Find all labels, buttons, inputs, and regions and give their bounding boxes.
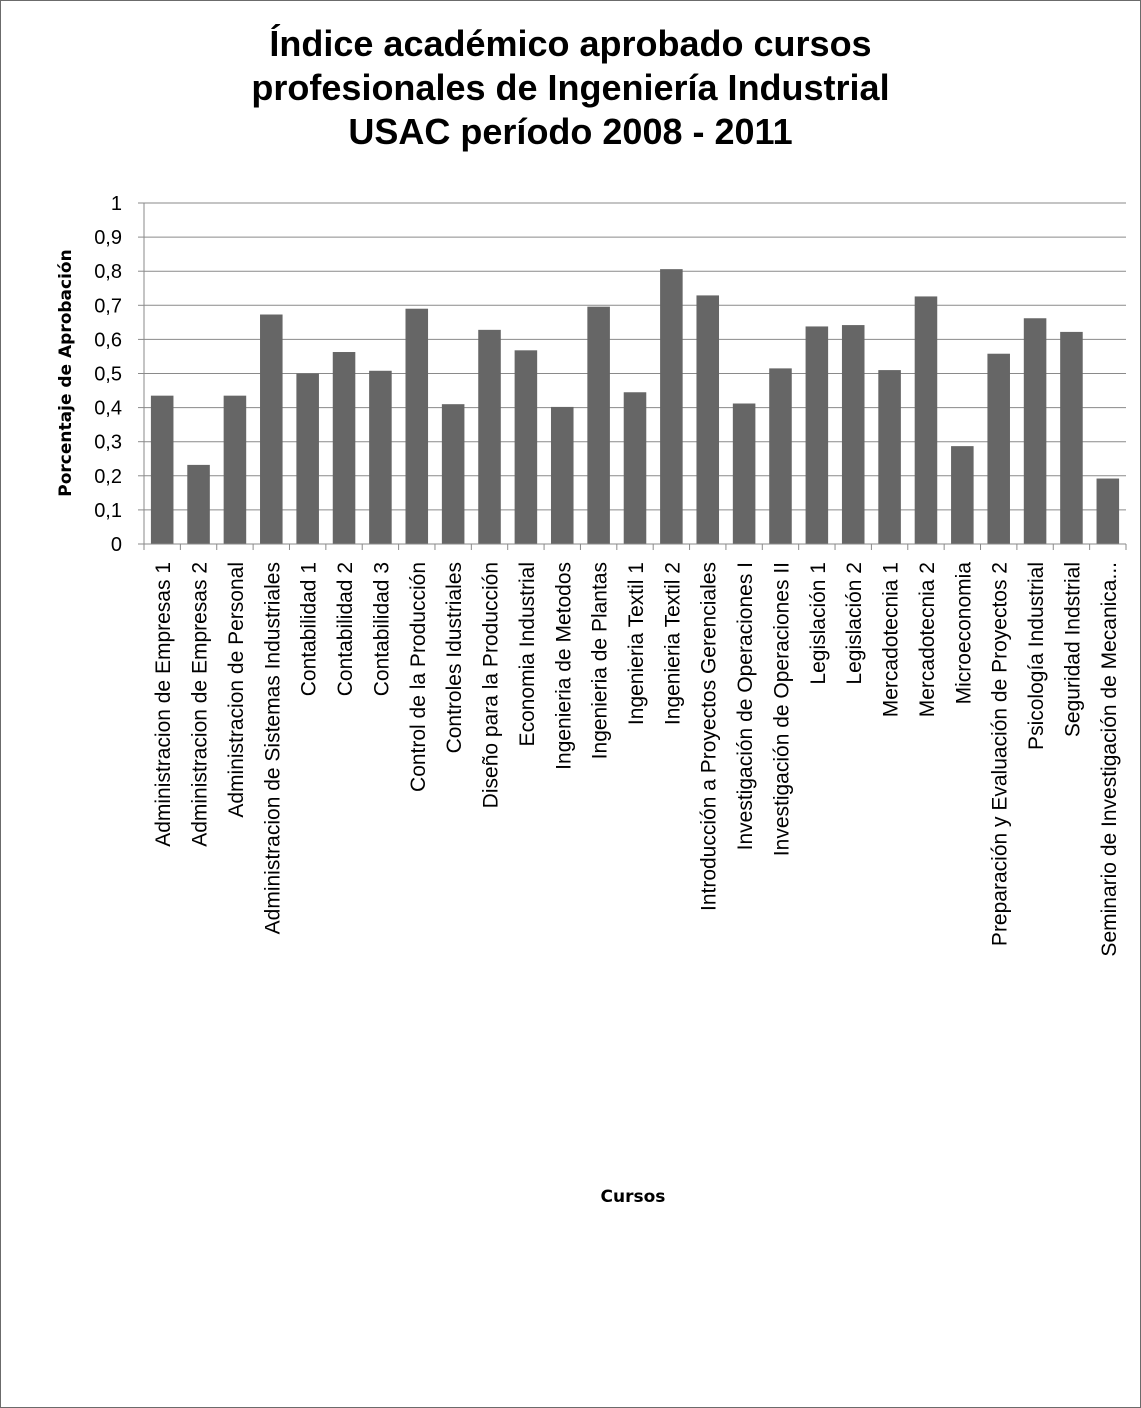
chart-title-line-2: profesionales de Ingeniería Industrial [251, 67, 890, 108]
bar [696, 295, 720, 544]
bar [732, 403, 756, 544]
x-tick-label: Mercadotecnia 2 [916, 562, 939, 717]
x-tick-label: Introducción a Proyectos Gerenciales [698, 562, 721, 911]
y-tick-label: 0,6 [94, 329, 122, 351]
bar [1023, 318, 1047, 544]
x-tick-label: Controles Idustriales [443, 562, 466, 753]
x-tick-label: Ingenieria de Plantas [589, 562, 612, 759]
x-tick-label: Administracion de Personal [225, 562, 248, 818]
x-tick-label: Contabilidad 2 [334, 562, 357, 696]
x-tick-label: Seminario de Investigación de Mecanica..… [1098, 562, 1121, 957]
bar [623, 392, 647, 544]
x-tick-label: Psicología Industrial [1025, 562, 1048, 750]
y-tick-label: 0 [111, 534, 122, 556]
x-tick-label: Microeconomia [952, 562, 975, 705]
y-tick-label: 1 [111, 193, 122, 215]
x-tick-label: Administracion de Empresas 1 [152, 562, 175, 847]
bar [951, 446, 974, 544]
x-axis-ticks: Administracion de Empresas 1 Administraci… [143, 544, 1127, 957]
y-tick-label: 0,3 [94, 432, 122, 454]
bar [296, 373, 319, 544]
bar [660, 269, 683, 544]
x-tick-label: Contabilidad 3 [370, 562, 393, 696]
y-tick-label: 0,4 [94, 398, 122, 420]
x-tick-label: Mercadotecnia 1 [880, 562, 903, 717]
y-axis-label: Porcentaje de Aprobación [56, 249, 76, 496]
x-tick-label: Investigación de Operaciones I [734, 562, 757, 850]
x-axis-label: Cursos [601, 1187, 666, 1207]
axes [143, 203, 1126, 545]
y-tick-label: 0,7 [94, 295, 122, 317]
bar [769, 368, 792, 544]
bar [405, 308, 429, 544]
bar [1096, 478, 1120, 544]
bar [332, 352, 356, 544]
bar [187, 464, 210, 544]
x-tick-label: Legislación 2 [843, 562, 866, 685]
x-tick-label: Diseño para la Producción [480, 562, 503, 808]
chart-title-line-3: USAC período 2008 - 2011 [348, 111, 793, 152]
bar [1060, 331, 1083, 544]
bar [260, 314, 283, 544]
bar [805, 326, 829, 544]
y-tick-label: 0,5 [94, 364, 122, 386]
bars [150, 269, 1120, 544]
x-tick-label: Ingenieria Textil 2 [661, 562, 684, 725]
y-tick-label: 0,1 [94, 500, 122, 522]
bar [478, 329, 501, 544]
x-tick-label: Ingenieria de Metodos [552, 562, 575, 770]
bar [514, 350, 538, 544]
bar [878, 370, 901, 544]
chart-title: Índice académico aprobado cursos profesi… [0, 22, 1141, 154]
bar [223, 395, 247, 544]
x-tick-label: Administracion de Empresas 2 [189, 562, 212, 847]
x-tick-label: Control de la Producción [407, 562, 430, 792]
bar [587, 306, 610, 544]
x-tick-label: Seguridad Indstrial [1061, 562, 1084, 737]
y-tick-label: 0,9 [94, 227, 122, 249]
bar [441, 404, 465, 544]
bar [914, 296, 938, 544]
chart-title-line-1: Índice académico aprobado cursos [269, 23, 872, 64]
x-tick-label: Economia Industrial [516, 562, 539, 746]
y-tick-label: 0,2 [94, 466, 122, 488]
bar [841, 325, 865, 544]
x-tick-label: Contabilidad 1 [298, 562, 321, 696]
x-tick-label: Legislación 1 [807, 562, 830, 685]
y-tick-label: 0,8 [94, 261, 122, 283]
x-tick-label: Preparación y Evaluación de Proyectos 2 [989, 562, 1012, 946]
y-axis-ticks: 0 0,1 0,2 0,3 0,4 0,5 0,6 0,7 0,8 0,9 1 [94, 193, 144, 556]
bar [550, 406, 574, 544]
bar [150, 395, 174, 544]
bar [369, 370, 392, 544]
x-tick-label: Administracion de Sistemas Industriales [261, 562, 284, 934]
bar [987, 353, 1010, 544]
x-tick-label: Ingenieria Textil 1 [625, 562, 648, 725]
x-tick-label: Investigación de Operaciones II [770, 562, 793, 856]
